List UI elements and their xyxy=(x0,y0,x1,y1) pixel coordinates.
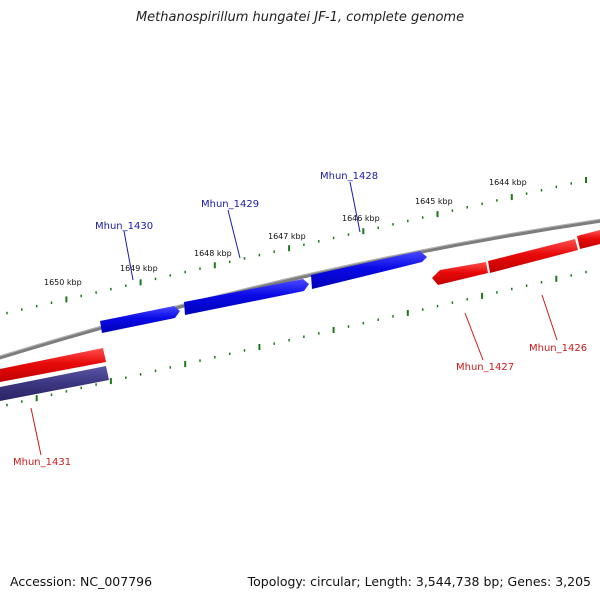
gene-mhun-1430[interactable] xyxy=(100,306,180,333)
gene-labels: Mhun_1430 Mhun_1429 Mhun_1428 Mhun_1427 … xyxy=(13,171,587,468)
gene-label-mhun-1431: Mhun_1431 xyxy=(13,457,71,468)
kbp-label-1647: 1647 kbp xyxy=(268,232,306,241)
genome-backbone-highlight xyxy=(0,218,600,357)
gene-label-mhun-1430: Mhun_1430 xyxy=(95,221,153,232)
gene-mhun-1428[interactable] xyxy=(311,251,427,289)
kbp-label-1649: 1649 kbp xyxy=(120,264,158,273)
kbp-label-1650: 1650 kbp xyxy=(44,278,82,287)
gene-mhun-1429[interactable] xyxy=(184,279,309,315)
outer-tick-track xyxy=(6,177,587,315)
gene-mhun-1431[interactable] xyxy=(0,366,109,401)
gene-mhun-1425-partial[interactable] xyxy=(577,230,600,249)
gene-label-mhun-1426: Mhun_1426 xyxy=(529,343,587,354)
gene-mhun-1427[interactable] xyxy=(432,262,488,285)
kbp-label-1645: 1645 kbp xyxy=(415,197,453,206)
gene-left-red-partial[interactable] xyxy=(0,348,106,382)
genome-summary-text: Topology: circular; Length: 3,544,738 bp… xyxy=(247,574,591,589)
accession-text: Accession: NC_007796 xyxy=(10,574,153,589)
kbp-label-1646: 1646 kbp xyxy=(342,214,380,223)
gene-mhun-1426[interactable] xyxy=(488,239,578,273)
gene-leader-lines xyxy=(30,181,558,456)
gene-label-mhun-1429: Mhun_1429 xyxy=(201,199,259,210)
kbp-labels: 1650 kbp 1649 kbp 1648 kbp 1647 kbp 1646… xyxy=(44,178,527,287)
gene-label-mhun-1428: Mhun_1428 xyxy=(320,171,378,182)
kbp-label-1648: 1648 kbp xyxy=(194,249,232,258)
genome-title: Methanospirillum hungatei JF-1, complete… xyxy=(135,10,465,25)
kbp-label-1644: 1644 kbp xyxy=(489,178,527,187)
inner-tick-track xyxy=(6,270,587,407)
genome-backbone xyxy=(0,218,600,360)
gene-label-mhun-1427: Mhun_1427 xyxy=(456,362,514,373)
